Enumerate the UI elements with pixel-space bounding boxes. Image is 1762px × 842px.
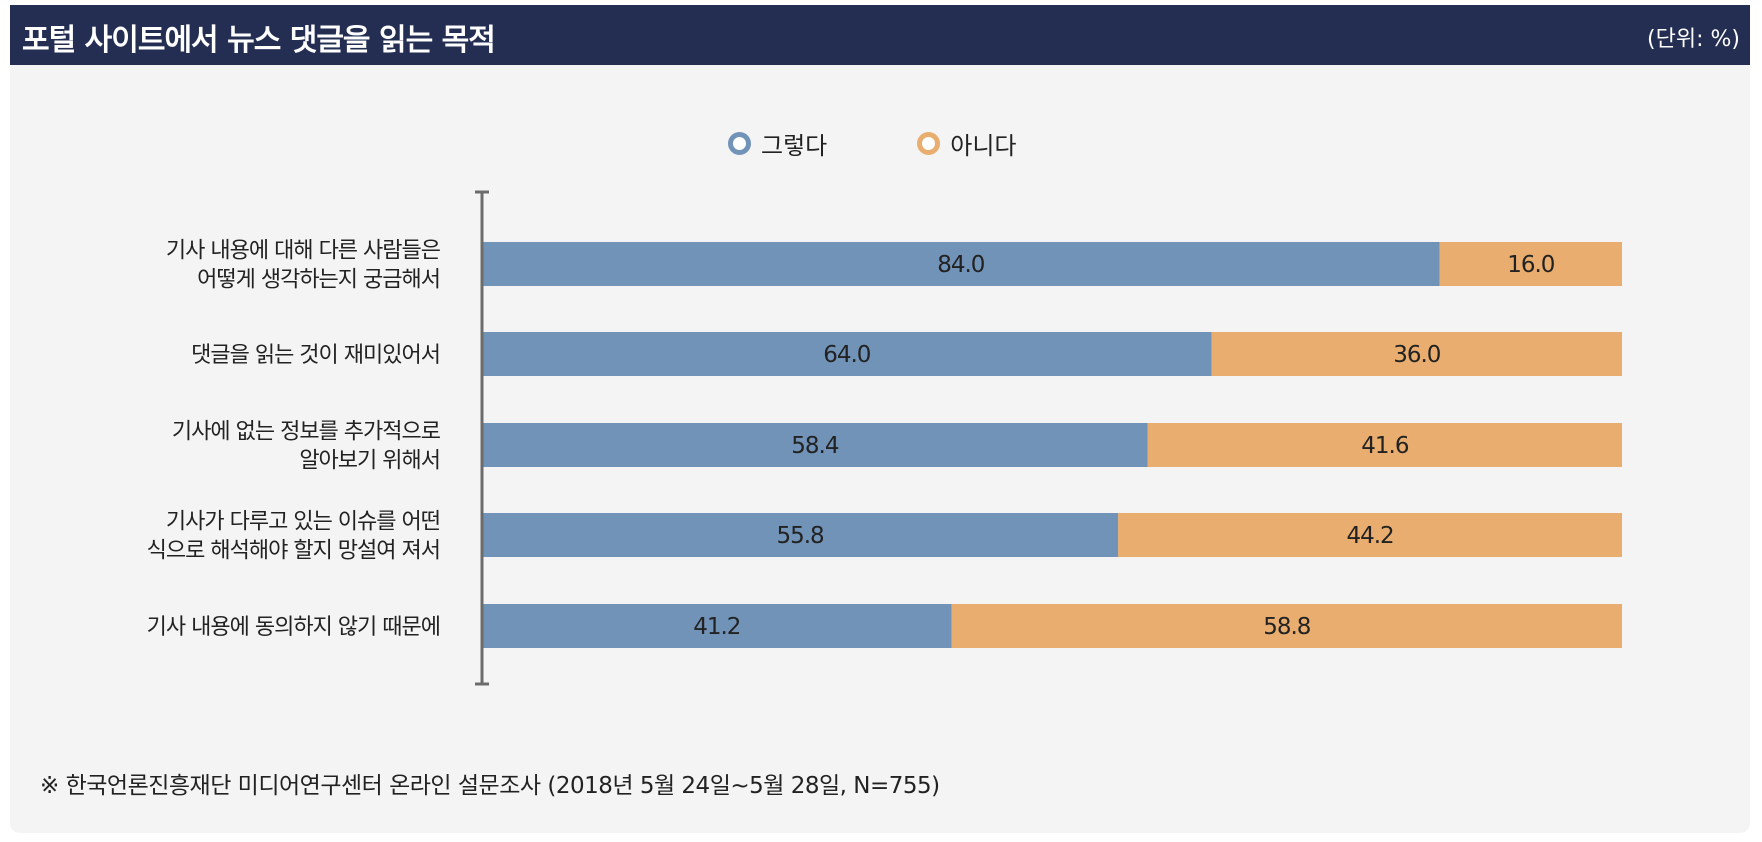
category-label-4-line-0: 기사 내용에 동의하지 않기 때문에 xyxy=(147,615,440,640)
footnote: ※ 한국언론진흥재단 미디어연구센터 온라인 설문조사 (2018년 5월 24… xyxy=(40,773,940,799)
legend-label-yes: 그렇다 xyxy=(761,131,828,160)
data-label-no-4: 58.8 xyxy=(1263,614,1311,640)
data-label-yes-4: 41.2 xyxy=(693,614,740,640)
data-label-yes-3: 55.8 xyxy=(776,523,824,549)
data-label-yes-1: 64.0 xyxy=(823,342,871,368)
legend-item-yes: 그렇다 xyxy=(728,126,827,161)
bar-yes-2 xyxy=(482,423,1148,467)
bar-yes-3 xyxy=(482,513,1119,557)
data-label-no-1: 36.0 xyxy=(1393,342,1441,368)
category-label-2-line-1: 알아보기 위해서 xyxy=(299,449,440,474)
category-label-0-line-1: 어떻게 생각하는지 궁금해서 xyxy=(197,268,440,293)
legend-label-no: 아니다 xyxy=(950,131,1017,160)
legend-item-no: 아니다 xyxy=(917,126,1017,161)
bar-no-4 xyxy=(951,604,1622,648)
chart-panel: 포털 사이트에서 뉴스 댓글을 읽는 목적 (단위: %) xyxy=(10,5,1750,833)
category-label-1-line-0: 댓글을 읽는 것이 재미있어서 xyxy=(191,343,440,368)
legend-marker-no-icon xyxy=(917,131,941,155)
legend: 그렇다 아니다 xyxy=(728,126,1017,161)
category-label-3-line-0: 기사가 다루고 있는 이슈를 어떤 xyxy=(166,510,440,535)
bar-yes-4 xyxy=(482,604,952,648)
bar-no-3 xyxy=(1118,513,1622,557)
chart-header: 포털 사이트에서 뉴스 댓글을 읽는 목적 (단위: %) xyxy=(10,5,1750,65)
bar-no-0 xyxy=(1439,242,1622,286)
bar-no-2 xyxy=(1147,423,1622,467)
category-label-0-line-0: 기사 내용에 대해 다른 사람들은 xyxy=(166,239,441,264)
data-label-no-3: 44.2 xyxy=(1346,523,1393,549)
bar-no-1 xyxy=(1211,332,1622,376)
unit-label: (단위: %) xyxy=(1647,27,1740,52)
bar-yes-1 xyxy=(482,332,1212,376)
data-label-no-0: 16.0 xyxy=(1507,252,1555,278)
chart-title: 포털 사이트에서 뉴스 댓글을 읽는 목적 xyxy=(22,23,496,58)
category-label-3-line-1: 식으로 해석해야 할지 망설여 져서 xyxy=(147,539,440,564)
data-label-yes-2: 58.4 xyxy=(791,433,839,459)
bar-yes-0 xyxy=(482,242,1440,286)
category-label-2-line-0: 기사에 없는 정보를 추가적으로 xyxy=(172,420,441,445)
data-label-no-2: 41.6 xyxy=(1361,433,1409,459)
data-label-yes-0: 84.0 xyxy=(937,252,985,278)
legend-marker-yes-icon xyxy=(728,131,751,155)
